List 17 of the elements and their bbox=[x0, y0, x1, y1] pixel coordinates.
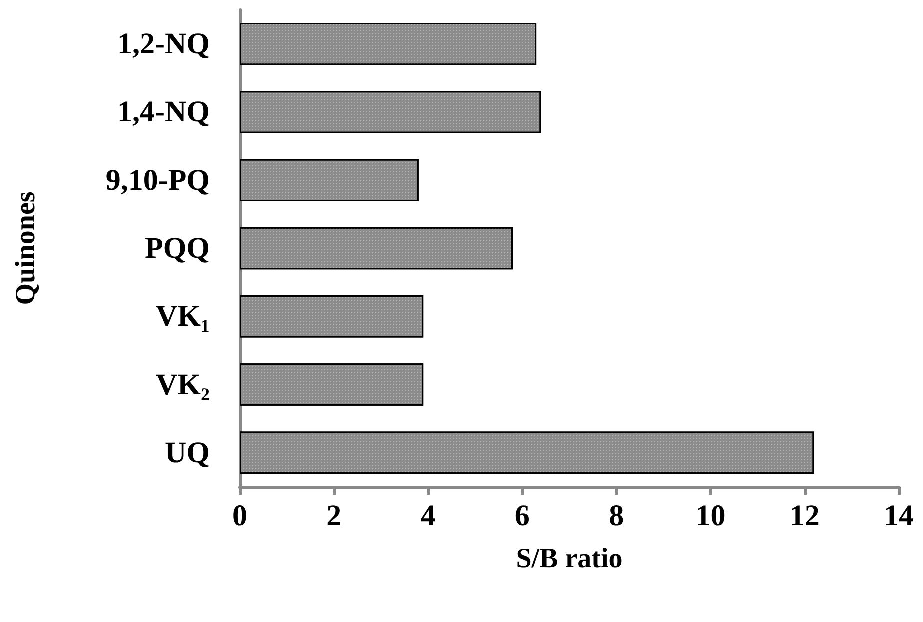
y-tick-label: VK₁ bbox=[156, 300, 210, 334]
y-tick-label: PQQ bbox=[145, 232, 210, 265]
x-tick-label: 8 bbox=[609, 500, 624, 532]
x-tick-label: 2 bbox=[326, 500, 342, 532]
x-tick-label: 10 bbox=[696, 500, 726, 532]
y-axis-title: Quinones bbox=[10, 192, 42, 306]
y-tick-label: VK₂ bbox=[156, 368, 210, 402]
x-tick-label: 0 bbox=[232, 500, 248, 532]
x-tick-label: 4 bbox=[420, 500, 436, 532]
x-axis-title: S/B ratio bbox=[516, 544, 623, 574]
x-tick-label: 6 bbox=[514, 500, 530, 532]
y-tick-label: 9,10-PQ bbox=[106, 164, 210, 197]
x-tick-label: 14 bbox=[884, 500, 914, 532]
y-tick-label: 1,4-NQ bbox=[118, 96, 210, 129]
y-tick-label: UQ bbox=[165, 436, 210, 470]
y-tick-label: 1,2-NQ bbox=[118, 28, 210, 61]
x-tick-label: 12 bbox=[790, 500, 820, 532]
